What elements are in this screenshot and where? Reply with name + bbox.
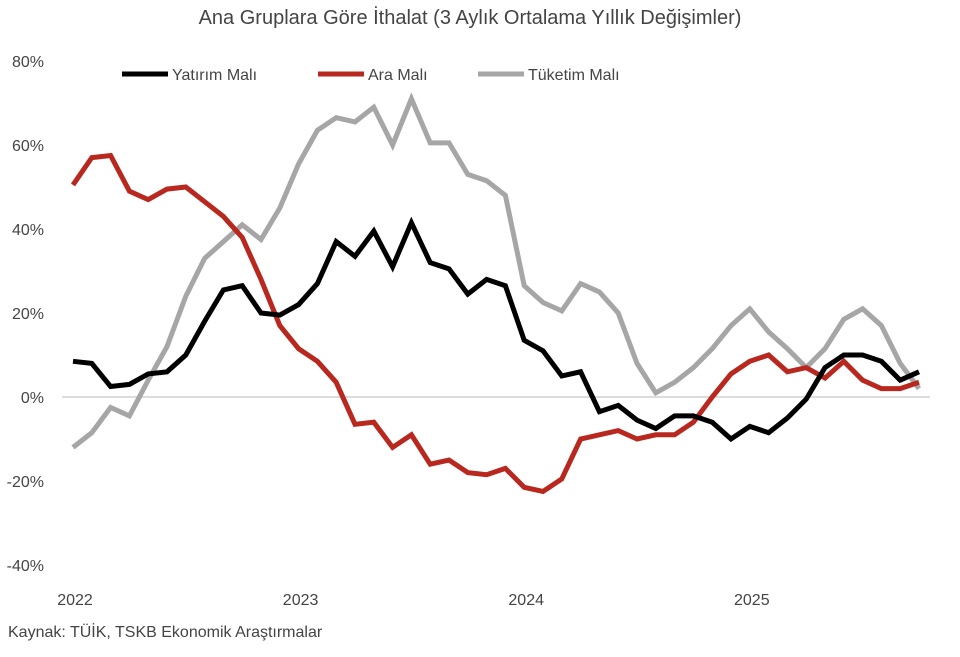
x-tick-label: 2022 [57, 592, 93, 609]
x-tick-label: 2024 [508, 592, 544, 609]
y-tick-label: 40% [12, 222, 44, 239]
x-tick-label: 2023 [283, 592, 319, 609]
x-tick-label: 2025 [734, 592, 770, 609]
y-tick-label: 80% [12, 54, 44, 71]
series-line-1 [70, 152, 920, 495]
legend-label: Tüketim Malı [528, 67, 620, 84]
legend-label: Yatırım Malı [172, 67, 257, 84]
legend-label: Ara Malı [368, 67, 428, 84]
y-tick-label: 60% [12, 138, 44, 155]
y-tick-label: -20% [7, 474, 44, 491]
y-tick-label: 0% [21, 390, 44, 407]
y-tick-label: -40% [7, 558, 44, 575]
series-line-0 [72, 216, 921, 443]
y-tick-label: 20% [12, 306, 44, 323]
source-note: Kaynak: TÜİK, TSKB Ekonomik Araştırmalar [8, 622, 323, 641]
series-line-2 [71, 92, 922, 450]
chart-title: Ana Gruplara Göre İthalat (3 Aylık Ortal… [199, 6, 742, 29]
